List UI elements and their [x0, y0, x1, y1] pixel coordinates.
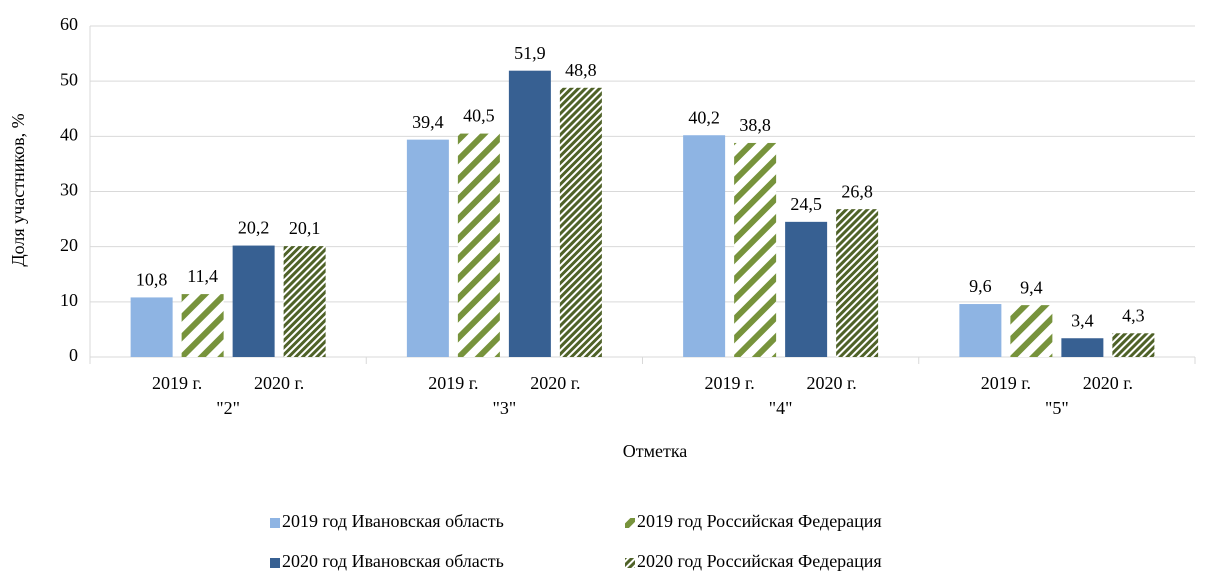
data-label: 4,3 — [1122, 305, 1145, 325]
y-tick-label: 60 — [60, 14, 78, 34]
y-tick-label: 10 — [60, 290, 78, 310]
bar — [508, 70, 551, 357]
bar — [1061, 338, 1104, 357]
data-label: 51,9 — [514, 43, 546, 63]
data-label: 39,4 — [412, 112, 444, 132]
x-axis-title: Отметка — [623, 441, 688, 461]
legend-swatch — [270, 558, 280, 568]
y-tick-label: 20 — [60, 235, 78, 255]
data-label: 26,8 — [841, 181, 873, 201]
bar — [734, 142, 777, 357]
data-label: 20,2 — [238, 218, 270, 238]
bar — [1010, 305, 1053, 357]
legend-label: 2020 год Ивановская область — [282, 551, 504, 571]
bar — [181, 294, 224, 357]
x-subcategory-label: 2020 г. — [254, 373, 304, 393]
x-subcategory-label: 2020 г. — [806, 373, 856, 393]
bar — [406, 139, 449, 357]
data-label: 3,4 — [1071, 310, 1094, 330]
y-tick-label: 50 — [60, 69, 78, 89]
bar — [959, 304, 1002, 357]
bar — [232, 245, 275, 357]
legend-label: 2019 год Ивановская область — [282, 511, 504, 531]
legend-label: 2020 год Российская Федерация — [637, 551, 882, 571]
x-subcategory-label: 2020 г. — [1083, 373, 1133, 393]
y-axis-title: Доля участников, % — [8, 113, 28, 266]
data-label: 48,8 — [565, 60, 597, 80]
data-label: 40,2 — [688, 107, 720, 127]
bar — [836, 209, 879, 357]
x-tick-label: "4" — [769, 398, 793, 418]
x-subcategory-label: 2019 г. — [152, 373, 202, 393]
data-label: 11,4 — [187, 266, 218, 286]
data-label: 20,1 — [289, 218, 321, 238]
x-subcategory-label: 2020 г. — [530, 373, 580, 393]
x-subcategory-label: 2019 г. — [981, 373, 1031, 393]
bar — [683, 135, 726, 357]
data-label: 9,4 — [1020, 277, 1043, 297]
data-label: 38,8 — [739, 115, 771, 135]
data-label: 24,5 — [790, 194, 822, 214]
data-label: 10,8 — [136, 270, 168, 290]
x-tick-label: "2" — [216, 398, 240, 418]
data-label: 40,5 — [463, 106, 495, 126]
x-subcategory-label: 2019 г. — [428, 373, 478, 393]
x-subcategory-label: 2019 г. — [704, 373, 754, 393]
data-label: 9,6 — [969, 276, 992, 296]
bar — [559, 87, 602, 357]
bar — [1112, 333, 1155, 357]
bar — [785, 221, 828, 357]
y-tick-label: 30 — [60, 180, 78, 200]
legend-label: 2019 год Российская Федерация — [637, 511, 882, 531]
bar — [130, 297, 173, 357]
y-tick-label: 0 — [69, 345, 78, 365]
legend-swatch — [625, 518, 635, 528]
bar — [283, 246, 326, 357]
y-tick-label: 40 — [60, 124, 78, 144]
x-tick-label: "3" — [493, 398, 517, 418]
bar — [457, 133, 500, 357]
legend-swatch — [270, 518, 280, 528]
legend-swatch — [625, 558, 635, 568]
x-tick-label: "5" — [1045, 398, 1069, 418]
